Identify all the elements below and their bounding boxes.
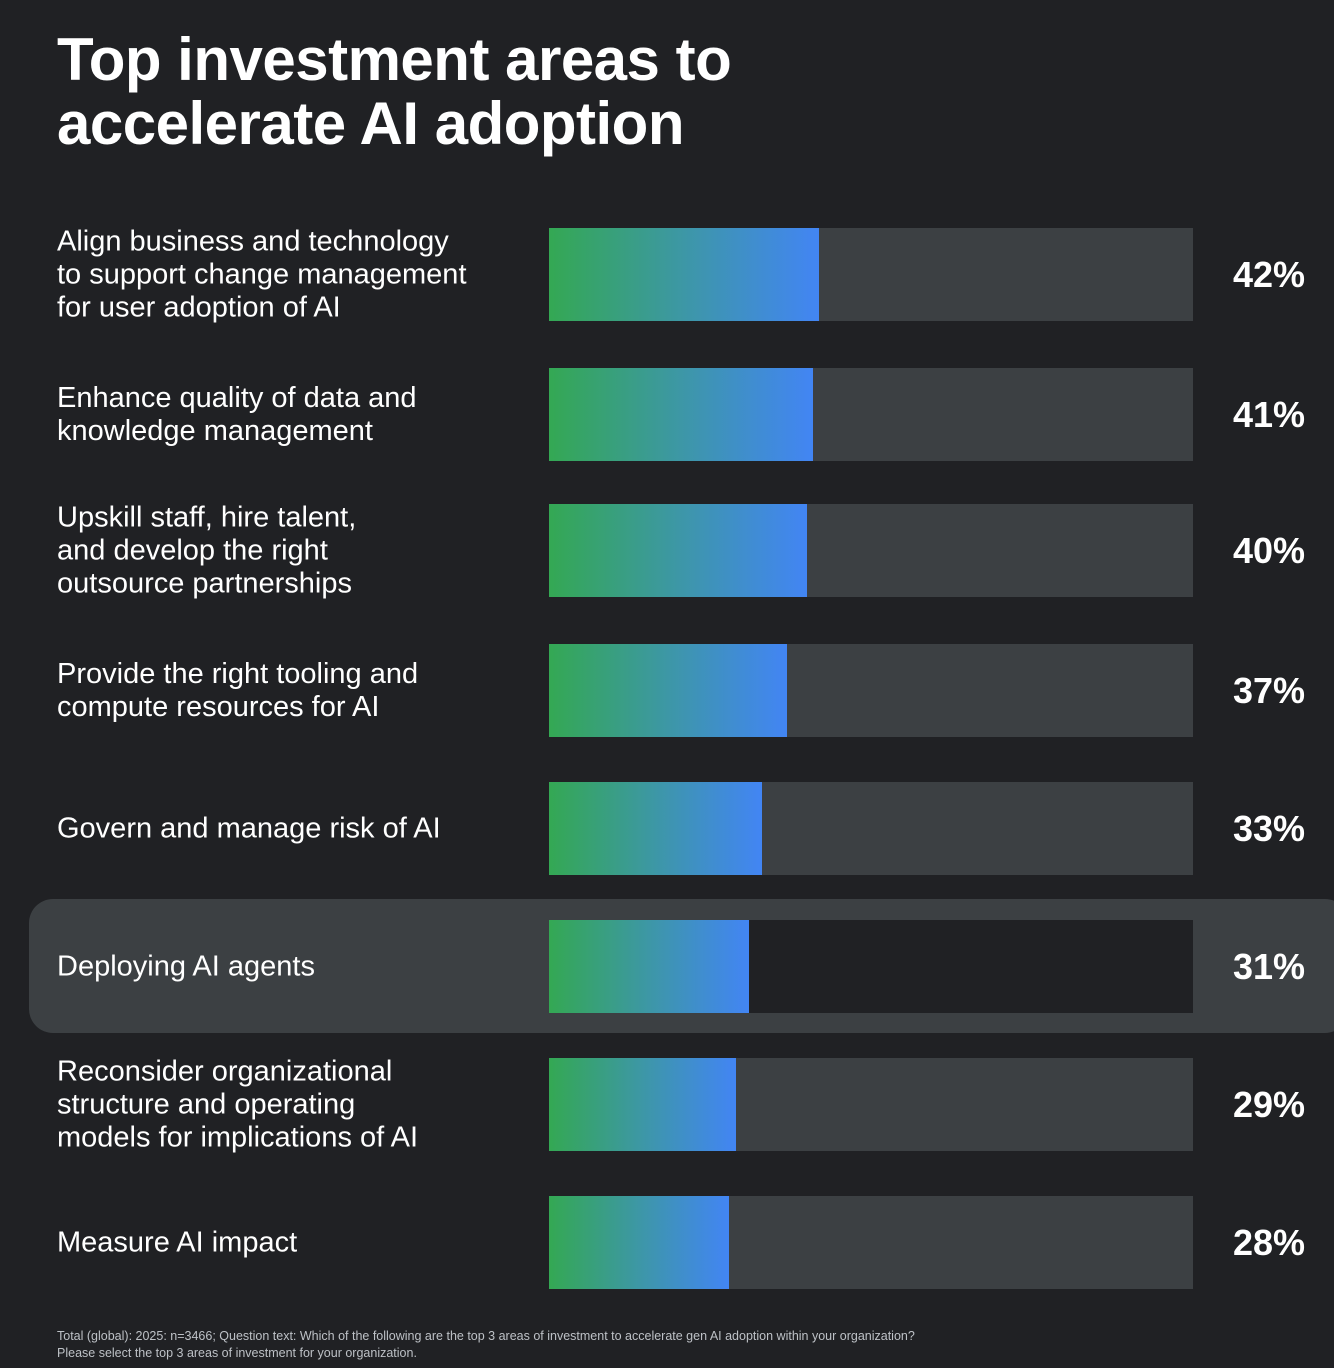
chart-title: Top investment areas to accelerate AI ad… bbox=[57, 28, 957, 156]
value-label: 41% bbox=[1233, 393, 1306, 435]
category-label: Measure AI impact bbox=[57, 1226, 527, 1259]
category-label: Upskill staff, hire talent, and develop t… bbox=[57, 501, 527, 600]
bar-track bbox=[549, 782, 1193, 875]
bar bbox=[549, 504, 807, 597]
chart-row: Enhance quality of data and knowledge man… bbox=[0, 368, 1334, 461]
category-label-line: for user adoption of AI bbox=[57, 291, 341, 323]
bar-track bbox=[549, 920, 1193, 1013]
category-label-line: and develop the right bbox=[57, 534, 328, 566]
bar bbox=[549, 228, 819, 321]
bar bbox=[549, 1196, 729, 1289]
bar bbox=[549, 1058, 736, 1151]
category-label-line: outsource partnerships bbox=[57, 567, 352, 599]
bar bbox=[549, 368, 813, 461]
category-label: Align business and technology to support … bbox=[57, 225, 527, 324]
footnote-line: Total (global): 2025: n=3466; Question t… bbox=[57, 1329, 915, 1343]
bar-track bbox=[549, 1058, 1193, 1151]
bar bbox=[549, 644, 787, 737]
value-label: 37% bbox=[1233, 669, 1306, 711]
bar-track bbox=[549, 228, 1193, 321]
chart-row: Upskill staff, hire talent, and develop t… bbox=[0, 501, 1334, 600]
value-label: 33% bbox=[1233, 807, 1306, 849]
chart-row: Deploying AI agents 31% bbox=[0, 920, 1334, 1013]
category-label: Provide the right tooling and compute res… bbox=[57, 658, 527, 724]
category-label: Govern and manage risk of AI bbox=[57, 812, 527, 845]
category-label-line: Upskill staff, hire talent, bbox=[57, 501, 357, 533]
bar bbox=[549, 782, 762, 875]
category-label-line: models for implications of AI bbox=[57, 1121, 419, 1153]
value-label: 29% bbox=[1233, 1083, 1306, 1125]
category-label-line: structure and operating bbox=[57, 1088, 356, 1120]
category-label-line: Govern and manage risk of AI bbox=[57, 812, 441, 844]
category-label-line: Enhance quality of data and bbox=[57, 381, 417, 414]
category-label-line: Align business and technology bbox=[57, 225, 449, 257]
category-label-line: knowledge management bbox=[57, 414, 373, 447]
footnote: Total (global): 2025: n=3466; Question t… bbox=[57, 1328, 1307, 1362]
chart-row: Reconsider organizational structure and o… bbox=[0, 1055, 1334, 1154]
value-label: 40% bbox=[1233, 529, 1306, 571]
bar-track bbox=[549, 1196, 1193, 1289]
category-label: Enhance quality of data and knowledge man… bbox=[57, 382, 527, 448]
category-label: Deploying AI agents bbox=[57, 950, 527, 983]
chart-row: Provide the right tooling and compute res… bbox=[0, 644, 1334, 737]
chart-row: Govern and manage risk of AI 33% bbox=[0, 782, 1334, 875]
category-label-line: Reconsider organizational bbox=[57, 1055, 393, 1087]
category-label-line: Measure AI impact bbox=[57, 1226, 298, 1258]
category-label-line: compute resources for AI bbox=[57, 690, 380, 723]
bar bbox=[549, 920, 749, 1013]
footnote-line: Please select the top 3 areas of investm… bbox=[57, 1346, 417, 1360]
chart-title-line: Top investment areas to bbox=[57, 26, 732, 93]
chart-row: Align business and technology to support … bbox=[0, 225, 1334, 324]
value-label: 42% bbox=[1233, 253, 1306, 295]
bar-track bbox=[549, 504, 1193, 597]
bar-track bbox=[549, 368, 1193, 461]
category-label-line: Provide the right tooling and bbox=[57, 657, 419, 690]
category-label-line: to support change management bbox=[57, 258, 467, 290]
chart-row: Measure AI impact 28% bbox=[0, 1196, 1334, 1289]
chart-title-line: accelerate AI adoption bbox=[57, 90, 684, 157]
category-label-line: Deploying AI agents bbox=[57, 950, 315, 982]
category-label: Reconsider organizational structure and o… bbox=[57, 1055, 527, 1154]
value-label: 31% bbox=[1233, 945, 1306, 987]
bar-track bbox=[549, 644, 1193, 737]
value-label: 28% bbox=[1233, 1221, 1306, 1263]
